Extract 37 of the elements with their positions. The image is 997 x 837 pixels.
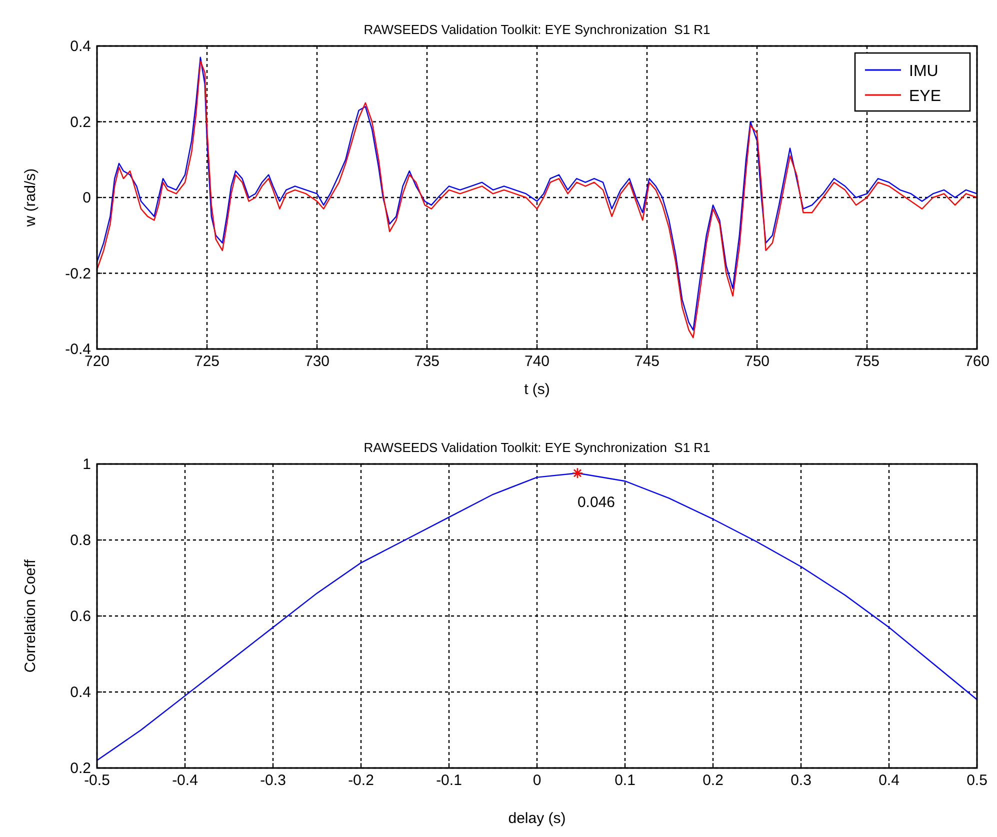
x-tick-label: 0.2 <box>702 772 724 789</box>
chart-title: RAWSEEDS Validation Toolkit: EYE Synchronization S1 R1 <box>364 22 710 37</box>
x-tick-label: 745 <box>634 353 660 370</box>
x-tick-label: 0.5 <box>966 772 988 789</box>
y-axis-title: Correlation Coeff <box>22 558 39 673</box>
legend-label: IMU <box>909 63 938 80</box>
y-tick-label: 0.8 <box>70 532 91 549</box>
x-axis-title: delay (s) <box>508 810 566 827</box>
annotation: 0.046 <box>577 494 616 512</box>
x-tick-label: 0 <box>532 772 542 789</box>
x-tick-label: 730 <box>304 353 330 370</box>
x-tick-label: 735 <box>414 353 440 370</box>
y-tick-label: 1 <box>82 456 91 473</box>
x-tick-label: 725 <box>194 353 220 370</box>
x-tick-label: 755 <box>854 353 880 370</box>
x-tick-label: -0.4 <box>172 772 198 789</box>
line-series <box>96 472 978 761</box>
y-tick-label: 0.4 <box>70 38 91 55</box>
x-tick-label: -0.2 <box>348 772 374 789</box>
legend-label: EYE <box>909 88 942 105</box>
x-axis-title: t (s) <box>524 381 550 398</box>
y-axis-title: w (rad/s) <box>22 168 39 228</box>
x-tick-label: 740 <box>524 353 550 370</box>
x-tick-label: -0.3 <box>260 772 286 789</box>
x-tick-label: 760 <box>964 353 990 370</box>
x-tick-label: 720 <box>84 353 110 370</box>
x-tick-label: 0.4 <box>878 772 900 789</box>
y-tick-label: 0.4 <box>70 684 91 701</box>
x-tick-label: 750 <box>744 353 770 370</box>
x-tick-label: -0.1 <box>436 772 462 789</box>
y-tick-label: 0 <box>82 190 91 206</box>
y-tick-label: 0.6 <box>70 608 91 625</box>
chart-title: RAWSEEDS Validation Toolkit: EYE Synchronization S1 R1 <box>364 440 710 455</box>
y-tick-label: -0.2 <box>65 265 91 282</box>
x-tick-label: 0.1 <box>614 772 636 789</box>
y-tick-label: 0.2 <box>70 114 91 131</box>
x-tick-label: 0.3 <box>790 772 812 789</box>
